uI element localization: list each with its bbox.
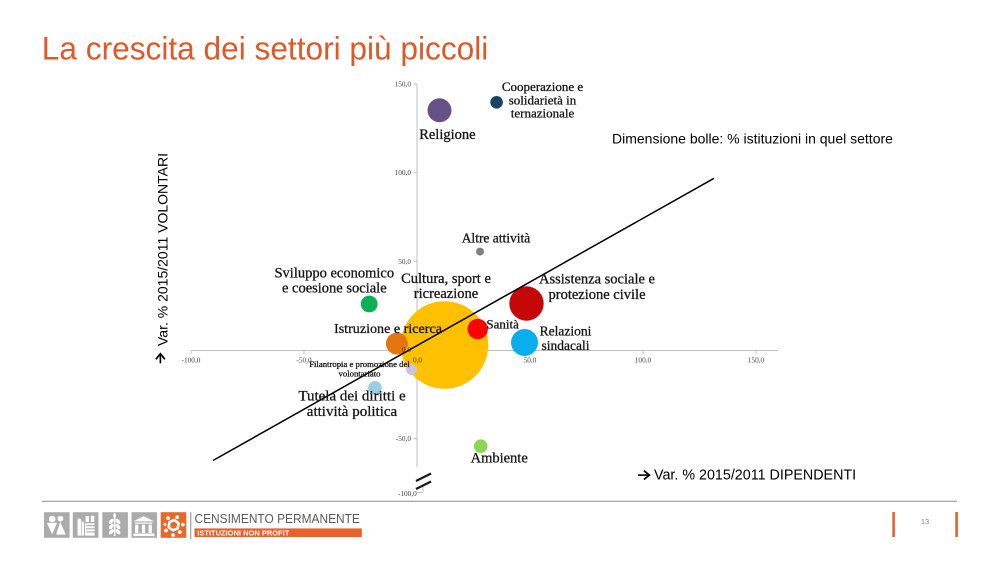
svg-text:Cultura, sport e: Cultura, sport e bbox=[401, 271, 491, 287]
svg-text:ternazionale: ternazionale bbox=[511, 106, 575, 121]
svg-text:Tutela dei diritti e: Tutela dei diritti e bbox=[298, 389, 406, 405]
svg-text:Sviluppo economico: Sviluppo economico bbox=[274, 266, 394, 282]
svg-text:CENSIMENTO PERMANENTE: CENSIMENTO PERMANENTE bbox=[195, 511, 361, 526]
svg-text:sindacali: sindacali bbox=[542, 338, 590, 353]
svg-text:volontariato: volontariato bbox=[339, 369, 382, 379]
svg-text:Var. % 2015/2011 DIPENDENTI: Var. % 2015/2011 DIPENDENTI bbox=[654, 468, 856, 484]
svg-text:-100,0: -100,0 bbox=[182, 356, 201, 365]
svg-text:solidarietà in: solidarietà in bbox=[509, 92, 577, 107]
svg-text:Relazioni: Relazioni bbox=[540, 324, 592, 339]
svg-text:ISTITUZIONI NON PROFIT: ISTITUZIONI NON PROFIT bbox=[197, 528, 289, 537]
svg-text:Religione: Religione bbox=[419, 127, 475, 143]
svg-text:Istruzione e ricerca: Istruzione e ricerca bbox=[334, 321, 443, 337]
svg-text:13: 13 bbox=[921, 517, 929, 526]
svg-text:La crescita dei settori più pi: La crescita dei settori più piccoli bbox=[42, 31, 489, 67]
svg-text:protezione civile: protezione civile bbox=[548, 287, 645, 303]
svg-text:ricreazione: ricreazione bbox=[414, 286, 478, 302]
svg-text:-50,0: -50,0 bbox=[396, 434, 412, 443]
svg-text:Cooperazione e: Cooperazione e bbox=[502, 79, 583, 94]
svg-text:Var. % 2015/2011 VOLONTARI: Var. % 2015/2011 VOLONTARI bbox=[155, 153, 171, 346]
svg-text:-50,0: -50,0 bbox=[296, 356, 312, 365]
svg-text:Assistenza sociale e: Assistenza sociale e bbox=[539, 272, 655, 288]
svg-text:attività politica: attività politica bbox=[307, 404, 398, 420]
svg-text:Ambiente: Ambiente bbox=[471, 451, 528, 467]
svg-text:-100,0: -100,0 bbox=[398, 489, 417, 498]
svg-text:100,0: 100,0 bbox=[635, 356, 652, 365]
svg-text:50,0: 50,0 bbox=[524, 356, 537, 365]
svg-text:100,0: 100,0 bbox=[395, 168, 412, 177]
svg-text:Sanità: Sanità bbox=[486, 317, 519, 332]
svg-text:50,0: 50,0 bbox=[398, 257, 411, 266]
svg-text:150,0: 150,0 bbox=[748, 356, 765, 365]
svg-text:Filantropia e promozione del: Filantropia e promozione del bbox=[309, 359, 410, 369]
svg-text:Dimensione bolle: % istituzion: Dimensione bolle: % istituzioni in quel … bbox=[612, 131, 893, 147]
svg-text:0,0: 0,0 bbox=[413, 356, 422, 365]
svg-text:Altre attività: Altre attività bbox=[462, 230, 531, 245]
svg-text:e coesione sociale: e coesione sociale bbox=[282, 281, 387, 297]
svg-text:150,0: 150,0 bbox=[395, 80, 412, 89]
svg-text:0,0: 0,0 bbox=[402, 345, 411, 354]
